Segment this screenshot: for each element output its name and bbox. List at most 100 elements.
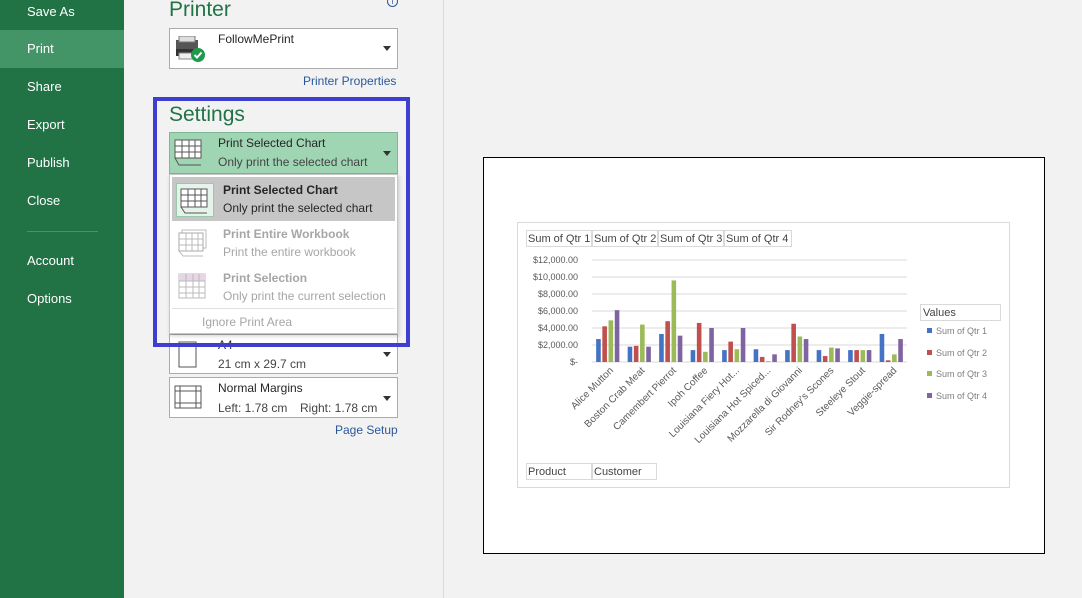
- bar: [646, 346, 651, 362]
- bar: [690, 350, 696, 362]
- nav-share[interactable]: Share: [27, 79, 62, 94]
- bar: [892, 354, 897, 362]
- margins-icon: [174, 385, 202, 409]
- bar: [835, 348, 840, 362]
- bar: [671, 280, 677, 362]
- legend-title: Values: [920, 304, 1001, 321]
- bar: [772, 354, 777, 362]
- ignore-print-area-option[interactable]: Ignore Print Area: [202, 315, 293, 329]
- chart-sheet-icon: [176, 183, 214, 217]
- printer-name: FollowMePrint: [218, 32, 295, 46]
- bar: [740, 328, 746, 362]
- axis-field-button: Customer: [592, 463, 657, 480]
- nav-account[interactable]: Account: [27, 253, 74, 268]
- bar: [734, 349, 740, 362]
- bar: [791, 323, 796, 362]
- legend-label: Sum of Qtr 2: [936, 348, 988, 358]
- nav-export[interactable]: Export: [27, 117, 65, 132]
- y-tick-label: $6,000.00: [538, 306, 578, 316]
- menu-item-print-entire-workbook[interactable]: Print Entire Workbook Print the entire w…: [172, 221, 395, 265]
- bar: [633, 345, 639, 362]
- legend-swatch: [927, 328, 932, 333]
- bar: [602, 326, 607, 362]
- bar: [596, 339, 601, 362]
- nav-options[interactable]: Options: [27, 291, 72, 306]
- bar: [665, 321, 670, 362]
- bar: [677, 335, 683, 362]
- bar: [709, 328, 714, 362]
- menu-item-title: Print Entire Workbook: [223, 227, 350, 241]
- bar: [829, 347, 834, 362]
- y-tick-label: $-: [570, 357, 578, 367]
- nav-close[interactable]: Close: [27, 193, 61, 208]
- legend-label: Sum of Qtr 4: [936, 391, 988, 401]
- legend-swatch: [927, 393, 932, 398]
- nav-save-as[interactable]: Save As: [27, 4, 75, 19]
- nav-publish[interactable]: Publish: [27, 155, 70, 170]
- bar: [640, 324, 645, 362]
- selection-icon: [178, 273, 206, 299]
- bar: [797, 336, 803, 362]
- bar: [885, 360, 891, 362]
- bar: [866, 350, 872, 362]
- paper-size-dropdown[interactable]: A4 21 cm x 29.7 cm: [169, 334, 398, 374]
- chevron-down-icon: [383, 151, 391, 156]
- bar: [898, 339, 903, 362]
- bar: [785, 350, 790, 362]
- menu-item-title: Print Selected Chart: [223, 183, 338, 197]
- legend-entry: Sum of Qtr 1: [927, 326, 987, 336]
- print-what-title: Print Selected Chart: [218, 136, 326, 150]
- bar: [759, 356, 765, 362]
- value-field-button: Sum of Qtr 2: [592, 230, 658, 247]
- y-tick-label: $4,000.00: [538, 323, 578, 333]
- settings-section-title: Settings: [169, 103, 245, 126]
- y-tick-label: $12,000.00: [533, 255, 578, 265]
- bar: [848, 350, 853, 362]
- bar: [766, 361, 771, 362]
- info-icon[interactable]: i: [387, 0, 398, 7]
- backstage-nav: Save As Print Share Export Publish Close…: [0, 0, 124, 598]
- bar: [703, 351, 708, 362]
- menu-item-print-selected-chart[interactable]: Print Selected Chart Only print the sele…: [172, 177, 395, 221]
- printer-properties-link[interactable]: Printer Properties: [303, 74, 397, 88]
- menu-item-subtitle: Only print the selected chart: [223, 201, 373, 215]
- y-tick-label: $2,000.00: [538, 340, 578, 350]
- bar: [608, 320, 614, 362]
- menu-item-title: Print Selection: [223, 271, 308, 285]
- nav-divider: [27, 231, 98, 232]
- value-field-button: Sum of Qtr 4: [724, 230, 792, 247]
- print-what-subtitle: Only print the selected chart: [218, 155, 368, 169]
- margins-left: Left: 1.78 cm: [218, 401, 288, 415]
- bar: [879, 333, 885, 362]
- margins-dropdown[interactable]: Normal Margins Left: 1.78 cm Right: 1.78…: [169, 377, 398, 418]
- axis-field-button: Product: [526, 463, 592, 480]
- legend-label: Sum of Qtr 1: [936, 326, 988, 336]
- value-field-button: Sum of Qtr 3: [658, 230, 724, 247]
- bar: [816, 350, 822, 362]
- menu-item-subtitle: Print the entire workbook: [223, 245, 356, 259]
- bar: [722, 350, 727, 362]
- menu-divider: [172, 308, 395, 309]
- page-setup-link[interactable]: Page Setup: [335, 423, 398, 437]
- menu-item-print-selection[interactable]: Print Selection Only print the current s…: [172, 265, 395, 309]
- chart-plot-area: $- $2,000.00 $4,000.00 $6,000.00 $8,000.00 $1…: [533, 255, 907, 446]
- legend-entry: Sum of Qtr 3: [927, 369, 987, 379]
- bar: [753, 349, 759, 362]
- bar: [659, 333, 664, 362]
- nav-print[interactable]: Print: [0, 30, 124, 68]
- margins-title: Normal Margins: [218, 381, 303, 395]
- print-what-menu: Print Selected Chart Only print the sele…: [169, 174, 398, 334]
- print-what-dropdown[interactable]: Print Selected Chart Only print the sele…: [169, 132, 398, 174]
- legend-swatch: [927, 371, 932, 376]
- bar: [803, 339, 809, 362]
- bar: [860, 350, 866, 362]
- printer-ready-icon: [176, 36, 205, 62]
- value-field-button: Sum of Qtr 1: [526, 230, 592, 247]
- settings-highlight-box: [153, 97, 410, 347]
- paper-size-dimensions: 21 cm x 29.7 cm: [218, 357, 307, 371]
- chevron-down-icon: [383, 46, 391, 51]
- printer-dropdown[interactable]: FollowMePrint: [169, 28, 398, 69]
- chart-sheet-icon: [174, 139, 202, 166]
- legend-swatch: [927, 350, 932, 355]
- bar: [822, 356, 828, 362]
